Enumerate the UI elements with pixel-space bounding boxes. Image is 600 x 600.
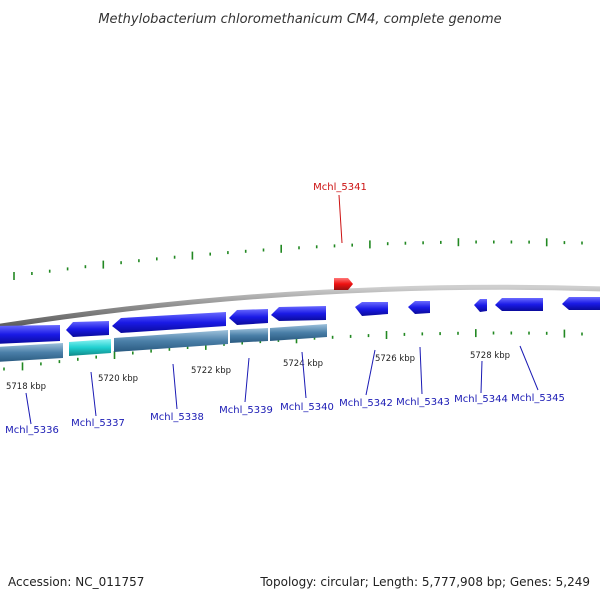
gene-arrow-mchl-5342[interactable] — [355, 302, 388, 316]
gene-label-mchl-5343[interactable]: Mchl_5343 — [396, 397, 450, 408]
gene-label-mchl-5345[interactable]: Mchl_5345 — [511, 393, 565, 404]
callout-line — [90, 371, 97, 417]
tick-label: 5718 kbp — [6, 382, 46, 392]
callout-line — [419, 346, 423, 395]
gene-arrow-mchl-5336[interactable] — [0, 325, 60, 344]
lower-tick-row — [3, 329, 583, 371]
callout-line — [172, 363, 178, 410]
genome-backbone — [0, 284, 600, 329]
accession-text: Accession: NC_011757 — [8, 575, 144, 589]
reverse-gene-segment-1[interactable] — [0, 343, 63, 362]
callout-line — [338, 194, 343, 244]
reverse-strand-genes — [0, 324, 327, 362]
gene-label-mchl-5339[interactable]: Mchl_5339 — [219, 405, 273, 416]
upper-tick-row — [13, 238, 583, 280]
coordinate-labels: 5718 kbp 5720 kbp 5722 kbp 5724 kbp 5726… — [6, 351, 510, 392]
gene-arrow-mchl-5340[interactable] — [271, 306, 326, 321]
gene-arrow-mchl-5337[interactable] — [66, 321, 109, 337]
callout-line — [519, 345, 539, 391]
forward-strand-genes — [0, 297, 600, 344]
tick-label: 5726 kbp — [375, 354, 415, 364]
gene-arrow-mchl-5343[interactable] — [408, 301, 430, 314]
callout-line — [301, 351, 307, 399]
tick-label: 5720 kbp — [98, 374, 138, 384]
reverse-gene-segment-4[interactable] — [270, 324, 327, 341]
reverse-gene-segment-highlight[interactable] — [69, 339, 111, 356]
gene-label-mchl-5340[interactable]: Mchl_5340 — [280, 402, 334, 413]
map-title: Methylobacterium chloromethanicum CM4, c… — [98, 12, 501, 27]
gene-arrow-mchl-5341[interactable] — [334, 278, 353, 290]
gene-label-mchl-5341[interactable]: Mchl_5341 — [313, 182, 367, 193]
callout-line — [25, 392, 32, 425]
reverse-gene-segment-2[interactable] — [114, 330, 228, 352]
gene-arrow-offscreen[interactable] — [562, 297, 600, 310]
tick-label: 5722 kbp — [191, 366, 231, 376]
gene-callouts: Mchl_5336 Mchl_5337 Mchl_5338 Mchl_5339 … — [5, 182, 565, 436]
gene-arrow-mchl-5338[interactable] — [112, 312, 226, 333]
callout-line — [480, 360, 483, 394]
callout-line — [244, 357, 250, 403]
gene-label-mchl-5338[interactable]: Mchl_5338 — [150, 412, 204, 423]
gene-arrow-mchl-5344[interactable] — [474, 299, 487, 312]
gene-arrow-mchl-5345[interactable] — [495, 298, 543, 311]
genome-summary-text: Topology: circular; Length: 5,777,908 bp… — [259, 575, 590, 589]
tick-label: 5728 kbp — [470, 351, 510, 361]
callout-line — [365, 349, 376, 396]
gene-label-mchl-5336[interactable]: Mchl_5336 — [5, 425, 59, 436]
gene-label-mchl-5344[interactable]: Mchl_5344 — [454, 394, 508, 405]
reverse-gene-segment-3[interactable] — [230, 328, 268, 343]
gene-label-mchl-5337[interactable]: Mchl_5337 — [71, 418, 125, 429]
gene-label-mchl-5342[interactable]: Mchl_5342 — [339, 398, 393, 409]
gene-arrow-mchl-5339[interactable] — [229, 309, 268, 325]
